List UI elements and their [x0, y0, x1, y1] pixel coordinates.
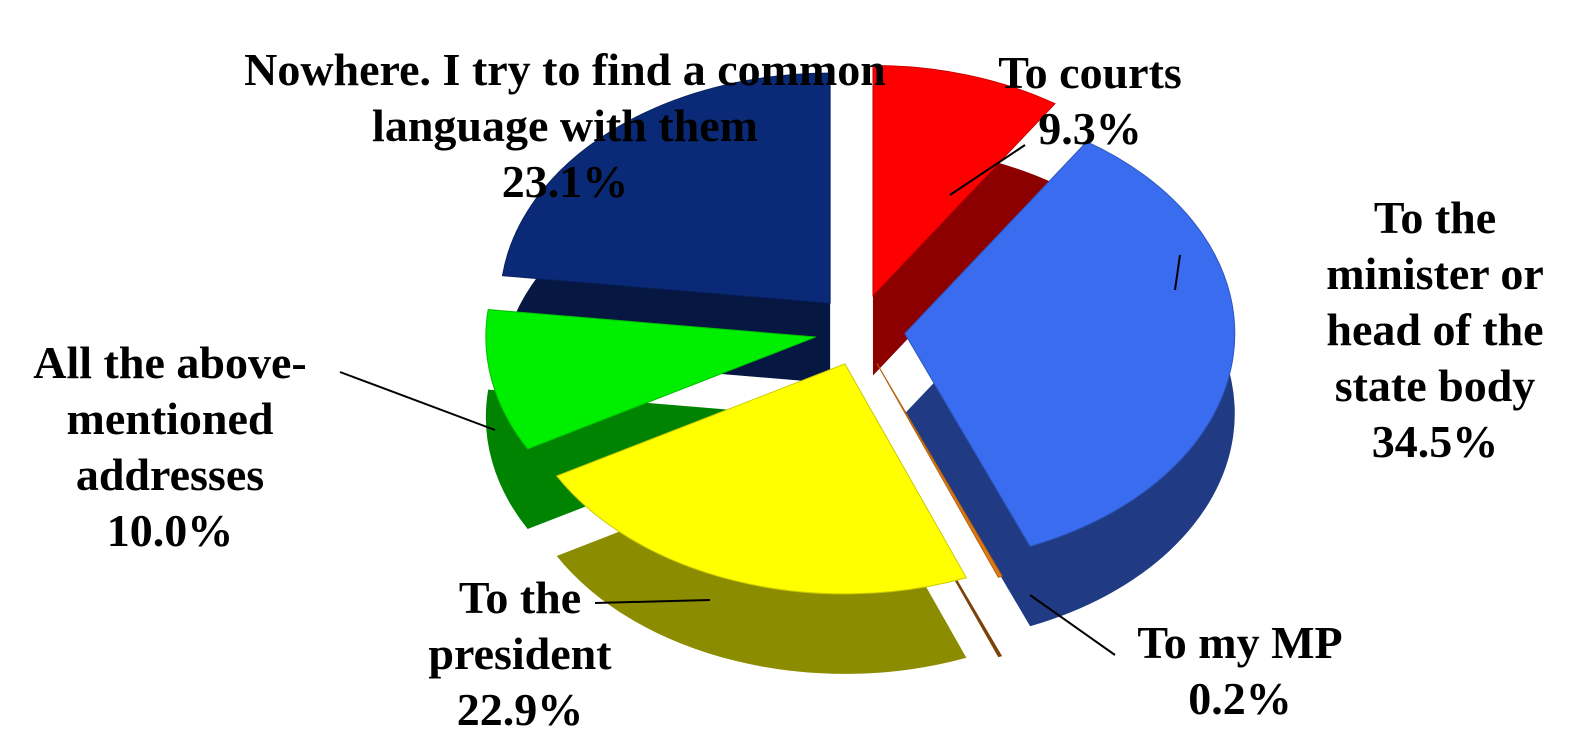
value-label: 9.3%	[1038, 103, 1142, 154]
leader-line	[339, 371, 496, 431]
slice	[501, 72, 831, 304]
slice	[876, 363, 1003, 578]
leader-line	[1029, 594, 1116, 656]
leader-line	[594, 599, 711, 604]
value-label: 0.2%	[1188, 673, 1292, 724]
data-label: Nowhere. I try to find a common language…	[225, 42, 905, 210]
data-label: To courts 9.3%	[960, 45, 1220, 157]
category-label: To the minister or head of the state bod…	[1326, 192, 1544, 411]
value-label: 23.1%	[501, 156, 629, 207]
category-label: To the president	[428, 572, 612, 679]
slice	[904, 141, 1236, 547]
data-label: To the president 22.9%	[390, 570, 650, 738]
category-label: Nowhere. I try to find a common language…	[244, 44, 886, 151]
data-label: To the minister or head of the state bod…	[1305, 190, 1565, 470]
value-label: 34.5%	[1371, 416, 1499, 467]
value-label: 22.9%	[456, 684, 584, 735]
slice	[485, 309, 817, 450]
data-label: All the above-mentioned addresses 10.0%	[10, 335, 330, 559]
category-label: To courts	[998, 47, 1182, 98]
leader-line	[1174, 254, 1181, 291]
slice	[555, 363, 968, 595]
category-label: To my MP	[1137, 617, 1343, 668]
value-label: 10.0%	[106, 505, 234, 556]
data-label: To my MP 0.2%	[1100, 615, 1380, 727]
category-label: All the above-mentioned addresses	[33, 337, 307, 500]
leader-line	[949, 144, 1026, 196]
slice	[872, 65, 1056, 297]
